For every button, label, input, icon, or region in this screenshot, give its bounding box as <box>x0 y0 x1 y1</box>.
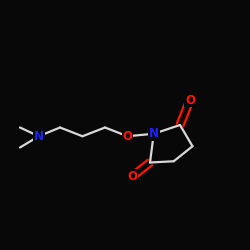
Text: O: O <box>122 130 132 143</box>
Text: N: N <box>34 130 44 143</box>
Text: N: N <box>149 127 159 140</box>
Text: O: O <box>128 170 138 183</box>
Text: O: O <box>185 94 195 106</box>
